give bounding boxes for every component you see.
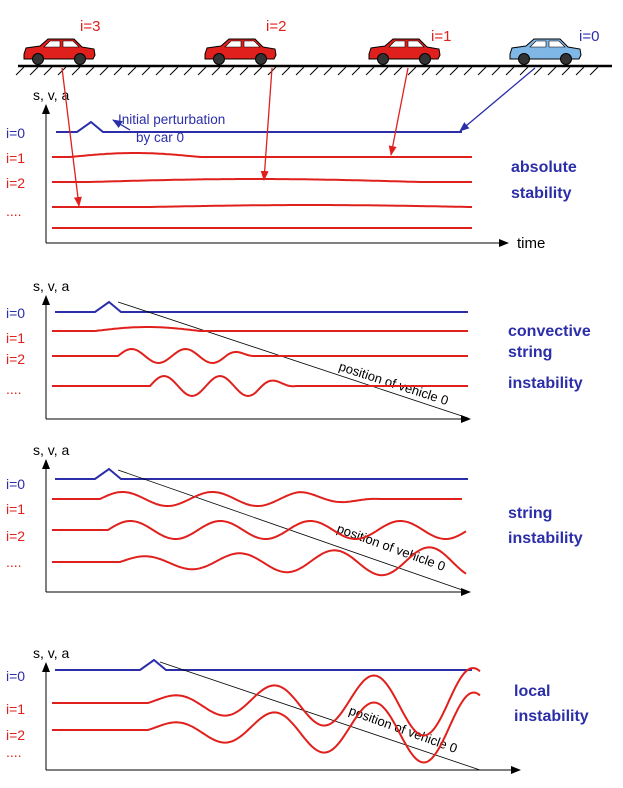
car-i-2: i=2 bbox=[204, 18, 286, 65]
car-i-1: i=1 bbox=[368, 28, 451, 65]
y-axis-label: s, v, a bbox=[33, 645, 70, 661]
row-label: i=2 bbox=[6, 175, 25, 191]
y-axis-label: s, v, a bbox=[33, 278, 70, 294]
panel-3: s, v, ai=0i=1i=2....stringinstabilitypos… bbox=[6, 442, 583, 596]
arrow-car-0 bbox=[459, 67, 536, 132]
series-i0 bbox=[55, 300, 468, 313]
row-label: i=1 bbox=[6, 330, 25, 346]
cars: i=3 i=2 i=1 i=0 bbox=[23, 18, 599, 65]
stability-label: local bbox=[514, 683, 550, 700]
row-label: i=0 bbox=[6, 476, 25, 492]
stability-label: string bbox=[508, 505, 552, 522]
row-label: .... bbox=[6, 203, 22, 219]
row-label: i=1 bbox=[6, 701, 25, 717]
series-i2 bbox=[52, 520, 467, 540]
vehicle-0-trace bbox=[159, 661, 481, 771]
panels: s, v, a i=0 i=1 i=2.... absolute stability tim… bbox=[6, 87, 591, 774]
row-label: i=2 bbox=[6, 351, 25, 367]
car-label: i=1 bbox=[431, 28, 451, 45]
series-i0 bbox=[55, 467, 468, 480]
arrow-car-2 bbox=[260, 67, 273, 181]
panel-1: s, v, a i=0 i=1 i=2.... absolute stability tim… bbox=[6, 87, 577, 252]
series-i2 bbox=[52, 347, 468, 365]
time-label: time bbox=[517, 235, 545, 252]
series-i1 bbox=[52, 491, 462, 507]
row-label: .... bbox=[6, 744, 22, 760]
stability-label: stability bbox=[511, 185, 572, 202]
row-label: i=1 bbox=[6, 501, 25, 517]
series-i3 bbox=[52, 374, 468, 398]
series-i3 bbox=[52, 204, 472, 208]
row-label: .... bbox=[6, 554, 22, 570]
car-arrows bbox=[61, 67, 536, 207]
stability-label: convective bbox=[508, 323, 591, 340]
road bbox=[15, 64, 612, 76]
vehicle-0-trace bbox=[117, 301, 469, 419]
arrow-car-3 bbox=[61, 67, 82, 207]
stability-label: instability bbox=[508, 375, 583, 392]
vehicle-0-trace bbox=[117, 469, 469, 593]
vehicle-position-label: position of vehicle 0 bbox=[347, 703, 459, 756]
panel-4: s, v, a i=0 i=1 i=2.... local instability posi… bbox=[6, 645, 589, 774]
stability-label: string bbox=[508, 344, 552, 361]
row-label: i=2 bbox=[6, 528, 25, 544]
car-i-3: i=3 bbox=[23, 18, 100, 65]
series-i3 bbox=[52, 546, 467, 577]
row-label: i=0 bbox=[6, 305, 25, 321]
row-label: i=1 bbox=[6, 150, 25, 166]
vehicle-position-label: position of vehicle 0 bbox=[337, 359, 450, 409]
stability-label: instability bbox=[514, 708, 589, 725]
arrow-perturbation bbox=[112, 119, 131, 131]
series-i0 bbox=[56, 120, 462, 133]
row-label: .... bbox=[6, 381, 22, 397]
series-i1 bbox=[52, 326, 468, 332]
series-i0 bbox=[55, 658, 472, 671]
car-label: i=3 bbox=[80, 18, 100, 35]
y-axis-label: s, v, a bbox=[33, 442, 70, 458]
series-i1 bbox=[52, 152, 472, 158]
series-i1 bbox=[52, 667, 481, 737]
y-axis-label: s, v, a bbox=[33, 87, 70, 103]
row-label: i=0 bbox=[6, 668, 25, 684]
series-i2 bbox=[52, 691, 481, 764]
annotation-line-1: Initial perturbation bbox=[118, 112, 225, 127]
stability-label: absolute bbox=[511, 159, 577, 176]
arrow-car-1 bbox=[388, 67, 409, 156]
car-i-0: i=0 bbox=[509, 28, 599, 65]
panel-2: s, v, a i=0 i=1 i=2.... convective string inst… bbox=[6, 278, 591, 423]
series-i2 bbox=[52, 178, 472, 183]
car-label: i=0 bbox=[579, 28, 599, 45]
row-label: i=2 bbox=[6, 727, 25, 743]
stability-label: instability bbox=[508, 530, 583, 547]
row-label: i=0 bbox=[6, 125, 25, 141]
annotation-line-2: by car 0 bbox=[136, 130, 184, 145]
car-label: i=2 bbox=[266, 18, 286, 35]
